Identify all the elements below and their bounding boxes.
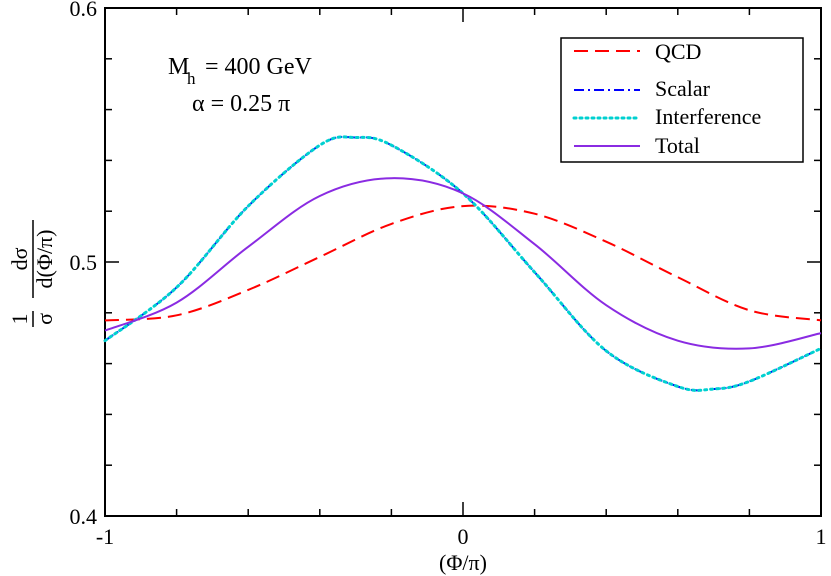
legend-label-total: Total: [655, 133, 700, 158]
y-label-sigma: σ: [32, 313, 57, 325]
series-line-interference: [103, 135, 823, 392]
alpha-annotation: α = 0.25 π: [192, 91, 290, 117]
mass-subscript: h: [187, 69, 196, 88]
legend-label-interference: Interference: [655, 104, 761, 129]
y-tick-label: 0.5: [70, 250, 98, 275]
series-line-qcd: [104, 204, 822, 322]
y-tick-label: 0.6: [70, 0, 98, 21]
legend-label-qcd: QCD: [655, 39, 701, 64]
mass-value: = 400 GeV: [205, 54, 313, 80]
x-axis-label: (Φ/π): [439, 550, 487, 575]
x-tick-label: -1: [96, 524, 114, 549]
mass-symbol: M: [168, 54, 189, 80]
y-axis-label: 1 σ dσ d(Φ/π): [7, 220, 57, 327]
x-tick-label: 1: [816, 524, 827, 549]
series-line-total: [104, 177, 822, 350]
legend: QCD Scalar Interference Total: [560, 37, 804, 163]
series-layer: [103, 135, 823, 392]
legend-box: [560, 37, 804, 163]
y-label-denominator: d(Φ/π): [32, 230, 57, 289]
series-line-scalar: [104, 135, 822, 392]
y-label-numerator: dσ: [7, 247, 32, 270]
y-label-prefix: 1: [7, 314, 32, 325]
x-tick-label: 0: [458, 524, 469, 549]
y-tick-label: 0.4: [70, 504, 98, 529]
axis-ticks: -1 0 1 0.4 0.5 0.6: [70, 0, 827, 549]
legend-label-scalar: Scalar: [655, 76, 711, 101]
annotation: M h = 400 GeV α = 0.25 π: [168, 54, 313, 117]
